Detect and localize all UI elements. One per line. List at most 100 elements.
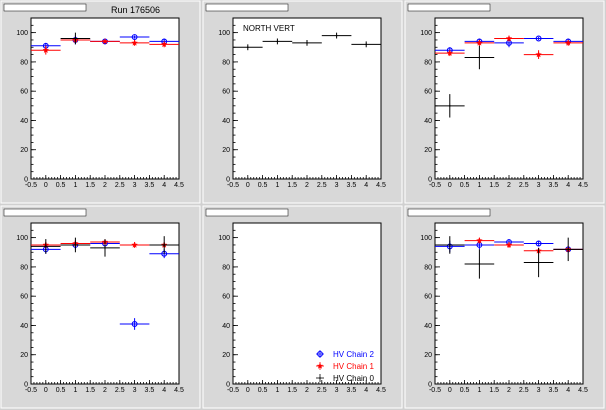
y-tick-label: 100: [218, 235, 230, 242]
x-tick-label: -0.5: [25, 387, 37, 394]
x-tick-label: 0: [448, 387, 452, 394]
chart-pad-2: -0.5 0 0.5 1 1.5 2 2.5 3 3.5 4 4.5020406080100NORT…: [202, 0, 403, 204]
legend-marker-hv_chain_0: [319, 377, 321, 379]
data-point-hv_chain_0: [478, 56, 481, 59]
data-point-hv_chain_2: [131, 34, 138, 40]
y-tick-label: 0: [428, 382, 432, 389]
x-tick-label: 3: [335, 182, 339, 189]
x-tick-label: 2: [305, 182, 309, 189]
x-tick-label: 4: [566, 387, 570, 394]
y-tick-label: 80: [20, 59, 28, 66]
run-label: Run 176506: [111, 5, 160, 15]
data-point-hv_chain_1: [476, 237, 483, 244]
data-point-hv_chain_2: [535, 240, 542, 247]
x-tick-label: 3.5: [347, 387, 357, 394]
x-tick-label: 3: [537, 387, 541, 394]
x-tick-label: 0: [448, 182, 452, 189]
data-point-hv_chain_1: [446, 49, 454, 56]
data-point-hv_chain_0: [104, 247, 106, 249]
legend-marker-hv_chain_1: [316, 362, 324, 369]
pad-title-box: [407, 208, 491, 217]
data-point-hv_chain_0: [74, 244, 77, 246]
y-tick-label: 60: [424, 294, 432, 301]
x-tick-label: -0.5: [227, 182, 239, 189]
data-point-hv_chain_0: [478, 263, 481, 265]
x-tick-label: 0: [246, 387, 250, 394]
x-tick-label: 3.5: [549, 387, 559, 394]
x-tick-label: 1: [477, 387, 481, 394]
legend-marker-hv_chain_2: [317, 351, 323, 357]
x-tick-label: 0: [44, 387, 48, 394]
x-tick-label: 0.5: [460, 182, 470, 189]
x-tick-label: 1.5: [489, 182, 499, 189]
x-tick-label: 3.5: [145, 387, 155, 394]
pad-title-box: [3, 3, 87, 12]
y-tick-label: 60: [20, 294, 28, 301]
y-tick-label: 100: [16, 30, 28, 37]
data-point-hv_chain_0: [74, 37, 77, 40]
y-tick-label: 0: [226, 177, 230, 184]
x-tick-label: 2.5: [519, 387, 529, 394]
x-tick-label: 1.5: [489, 387, 499, 394]
x-tick-label: 1: [73, 182, 77, 189]
data-point-hv_chain_1: [505, 241, 513, 248]
y-tick-label: 20: [20, 352, 28, 359]
pad-title-box: [205, 208, 289, 217]
data-point-hv_chain_2: [535, 35, 542, 42]
y-tick-label: 40: [222, 118, 230, 125]
y-tick-label: 100: [218, 30, 230, 37]
x-tick-label: 2: [103, 387, 107, 394]
data-point-hv_chain_1: [160, 40, 168, 48]
data-point-hv_chain_0: [365, 43, 368, 46]
x-tick-label: 0: [246, 182, 250, 189]
y-tick-label: 60: [222, 294, 230, 301]
y-tick-label: 40: [424, 118, 432, 125]
x-tick-label: -0.5: [25, 182, 37, 189]
data-point-hv_chain_1: [564, 39, 572, 46]
y-tick-label: 40: [20, 323, 28, 330]
data-point-hv_chain_0: [335, 34, 338, 37]
x-tick-label: 0.5: [56, 182, 66, 189]
x-tick-label: 1.5: [287, 387, 297, 394]
x-tick-label: 4: [162, 182, 166, 189]
data-point-hv_chain_0: [449, 244, 451, 246]
x-tick-label: 4: [364, 387, 368, 394]
x-tick-label: 2: [507, 182, 511, 189]
y-tick-label: 0: [428, 177, 432, 184]
pad-title-box: [205, 3, 289, 12]
x-tick-label: 4: [566, 182, 570, 189]
x-tick-label: 3: [537, 182, 541, 189]
x-tick-label: 1.5: [85, 182, 95, 189]
data-point-hv_chain_1: [42, 46, 50, 53]
x-tick-label: 2: [507, 387, 511, 394]
x-tick-label: 1: [73, 387, 77, 394]
x-tick-label: 2: [305, 387, 309, 394]
y-tick-label: 0: [24, 382, 28, 389]
x-tick-label: 0.5: [258, 387, 268, 394]
data-point-hv_chain_0: [45, 245, 47, 248]
x-tick-label: -0.5: [429, 387, 441, 394]
x-tick-label: 0: [44, 182, 48, 189]
data-point-hv_chain_1: [505, 35, 513, 42]
x-tick-label: 4.5: [578, 387, 588, 394]
y-tick-label: 60: [20, 89, 28, 96]
y-tick-label: 20: [222, 352, 230, 359]
x-tick-label: 2.5: [317, 387, 327, 394]
y-tick-label: 0: [24, 177, 28, 184]
x-tick-label: 1: [477, 182, 481, 189]
x-tick-label: -0.5: [429, 182, 441, 189]
x-tick-label: 2.5: [115, 182, 125, 189]
y-tick-label: 20: [424, 352, 432, 359]
x-tick-label: 4.5: [376, 387, 386, 394]
x-tick-label: 4.5: [174, 387, 184, 394]
y-tick-label: 60: [424, 89, 432, 96]
y-tick-label: 20: [424, 147, 432, 154]
x-tick-label: 4.5: [578, 182, 588, 189]
x-tick-label: 2.5: [115, 387, 125, 394]
x-tick-label: 2.5: [317, 182, 327, 189]
